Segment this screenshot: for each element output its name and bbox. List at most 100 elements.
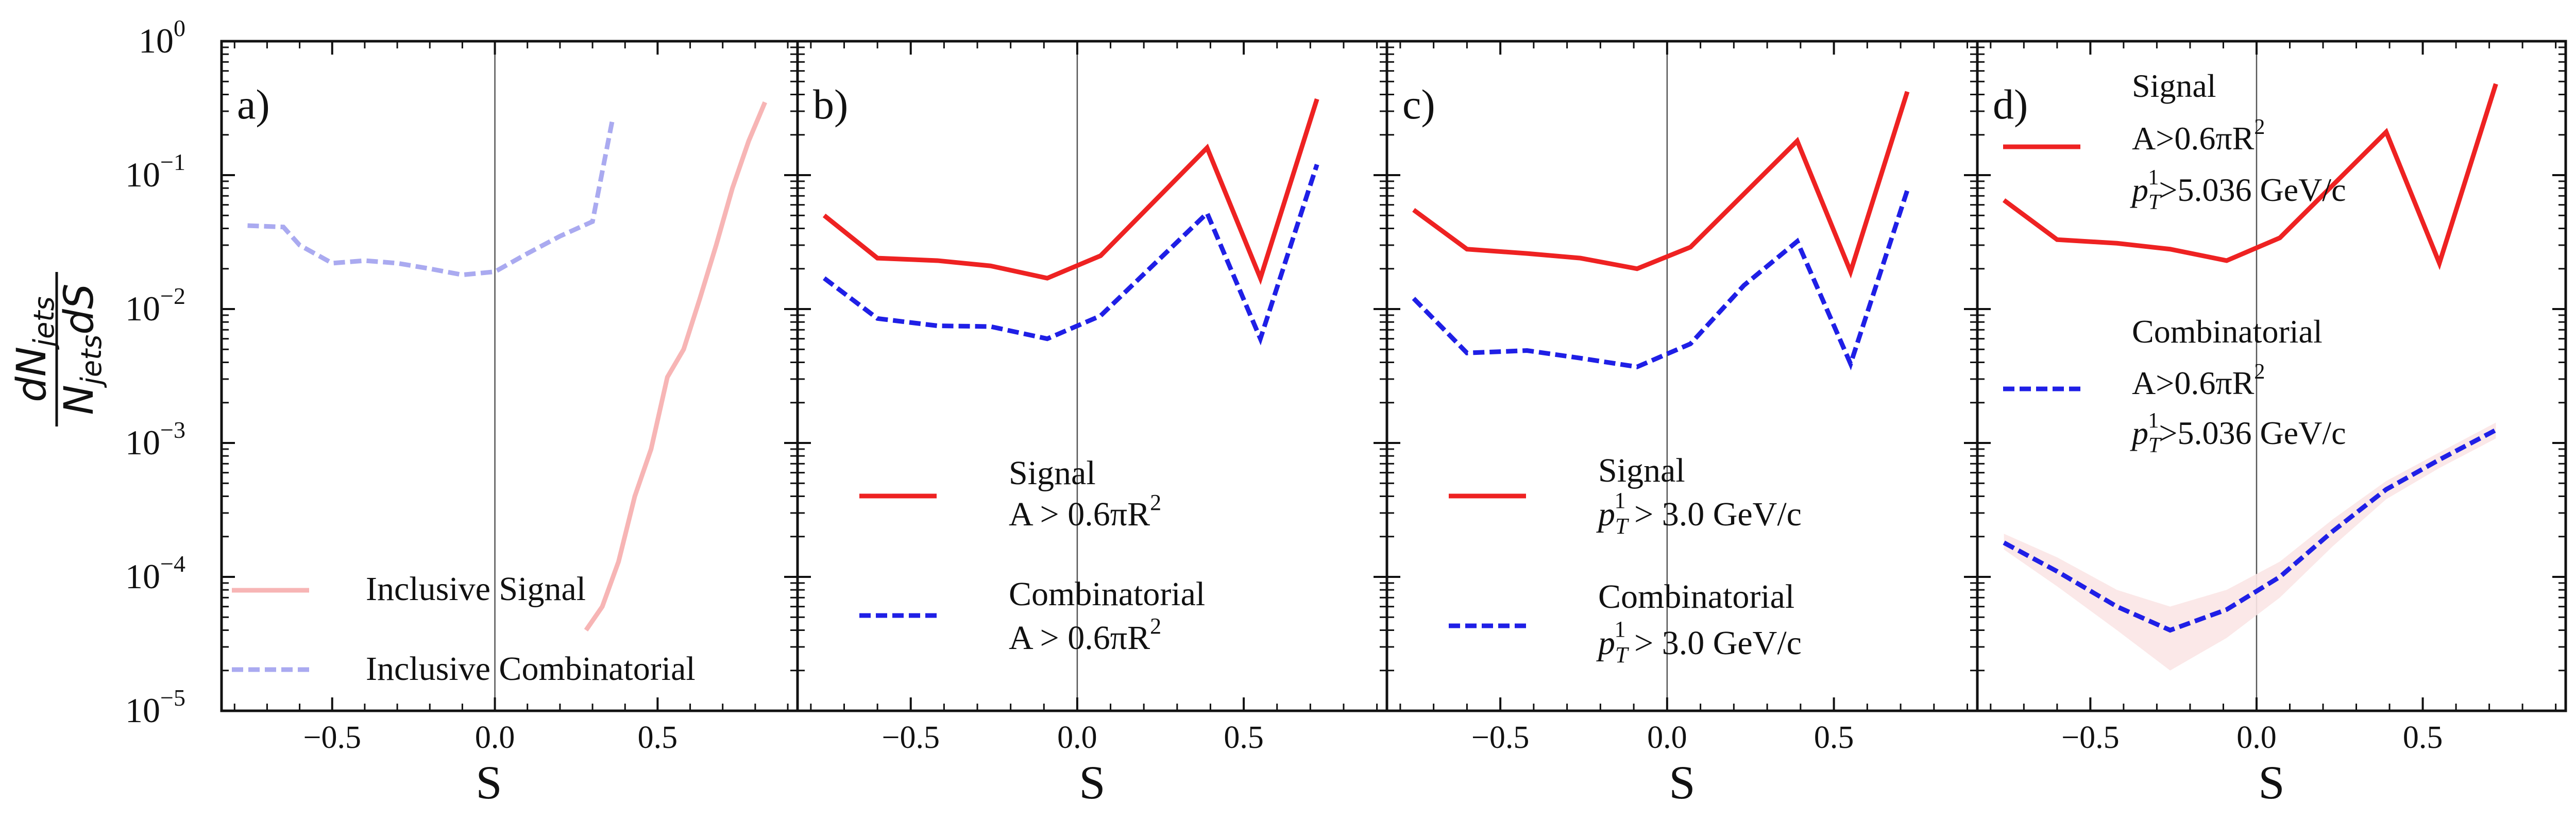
legend-sub-signal: A > 0.6πR2 bbox=[1009, 490, 1161, 533]
x-tick-label: 0.0 bbox=[1057, 720, 1097, 755]
x-axis-label: S bbox=[476, 756, 502, 809]
x-axis-label: S bbox=[2258, 756, 2284, 809]
series-line-combinatorial bbox=[1412, 190, 1910, 370]
legend-pt-sup: 1 bbox=[1614, 488, 1625, 513]
x-tick-label: 0.0 bbox=[2236, 720, 2277, 755]
legend-pt-cond: >5.036 GeV/c bbox=[2159, 172, 2346, 208]
legend-cond: A > 0.6πR bbox=[1009, 496, 1150, 533]
y-tick-exponent: −3 bbox=[160, 417, 185, 443]
legend-cond: A>0.6πR bbox=[2132, 120, 2255, 157]
legend-pt-sub: T bbox=[2148, 191, 2162, 214]
error-band-1 bbox=[2004, 422, 2496, 671]
panel-frame bbox=[1976, 40, 2567, 712]
ylabel-num-main: dN bbox=[9, 347, 55, 402]
y-tick-base: 10 bbox=[125, 155, 160, 194]
y-tick-base: 10 bbox=[125, 289, 160, 328]
legend-pt-sub: T bbox=[1615, 642, 1630, 668]
y-tick-exponent: −2 bbox=[160, 283, 185, 309]
ylabel-den-tail: dS bbox=[56, 284, 103, 335]
ylabel-numerator: dNjets bbox=[9, 296, 60, 402]
legend-pt-sup: 1 bbox=[2148, 166, 2159, 190]
series-line-signal bbox=[822, 98, 1319, 285]
ylabel-num-sub: jets bbox=[28, 296, 60, 350]
legend-pt-sub: T bbox=[1615, 514, 1630, 539]
legend-label-combinatorial: Combinatorial bbox=[1598, 578, 1794, 616]
legend-pt-combinatorial: pT1>5.036 GeV/c bbox=[2130, 409, 2346, 457]
y-tick-label: 10−4 bbox=[125, 551, 185, 596]
legend-pt: p bbox=[2130, 172, 2148, 208]
series-line-inclusive-combinatorial bbox=[247, 121, 615, 278]
legend-cond-combinatorial: A>0.6πR2 bbox=[2132, 360, 2265, 401]
y-tick-base: 10 bbox=[125, 557, 160, 596]
series-line-inclusive-signal bbox=[584, 101, 767, 632]
ylabel-den-main: N bbox=[56, 385, 103, 415]
panel-letter: c) bbox=[1402, 81, 1435, 128]
series-line-signal bbox=[2002, 83, 2498, 270]
x-tick-label: −0.5 bbox=[303, 720, 361, 755]
y-tick-label: 10−2 bbox=[125, 283, 185, 328]
legend-label-signal: Signal bbox=[2132, 67, 2216, 104]
panel-frame bbox=[220, 40, 799, 712]
x-axis-label: S bbox=[1079, 756, 1105, 809]
legend-sub-signal: pT1 > 3.0 GeV/c bbox=[1596, 488, 1802, 539]
x-tick-label: 0.5 bbox=[2403, 720, 2443, 755]
legend-pt: p bbox=[1596, 624, 1615, 662]
y-tick-exponent: −5 bbox=[160, 685, 185, 711]
x-tick-label: 0.5 bbox=[1814, 720, 1854, 755]
y-tick-base: 10 bbox=[125, 423, 160, 462]
panel-letter: b) bbox=[813, 81, 848, 128]
legend-pt-signal: pT1>5.036 GeV/c bbox=[2130, 166, 2346, 214]
y-tick-label: 10−1 bbox=[125, 149, 185, 194]
y-tick-base: 10 bbox=[125, 691, 160, 730]
legend-cond: A>0.6πR bbox=[2132, 365, 2255, 401]
x-tick-label: 0.5 bbox=[638, 720, 678, 755]
x-tick-label: 0.0 bbox=[1647, 720, 1687, 755]
legend-pt-sup: 1 bbox=[1614, 617, 1625, 642]
series-line-signal bbox=[1412, 91, 1910, 279]
legend-cond-sup: 2 bbox=[1150, 613, 1161, 639]
legend-cond-sup: 2 bbox=[1150, 490, 1161, 515]
x-tick-label: −0.5 bbox=[882, 720, 940, 755]
y-tick-label: 10−3 bbox=[125, 417, 185, 462]
x-axis-label: S bbox=[1669, 756, 1695, 809]
legend-pt-sup: 1 bbox=[2148, 409, 2159, 433]
ylabel-denominator: NjetsdS bbox=[56, 284, 108, 415]
legend-cond-sup: 2 bbox=[2254, 360, 2265, 384]
series-line-combinatorial bbox=[2003, 428, 2497, 633]
x-tick-label: −0.5 bbox=[2061, 720, 2119, 755]
panel-letter: a) bbox=[237, 81, 270, 128]
x-tick-label: 0.5 bbox=[1224, 720, 1264, 755]
legend-label-signal: Signal bbox=[1009, 454, 1096, 492]
y-tick-base: 10 bbox=[139, 21, 174, 60]
legend-label-combinatorial: Combinatorial bbox=[2132, 313, 2323, 350]
series-line-combinatorial bbox=[822, 164, 1319, 346]
legend-cond: > 3.0 GeV/c bbox=[1625, 624, 1801, 662]
legend-cond-sup: 2 bbox=[2254, 115, 2265, 139]
legend-cond-signal: A>0.6πR2 bbox=[2132, 115, 2265, 157]
legend-pt-cond: >5.036 GeV/c bbox=[2159, 415, 2346, 451]
y-tick-label: 100 bbox=[139, 15, 185, 60]
legend-label-signal: Inclusive Signal bbox=[366, 570, 586, 608]
x-tick-label: −0.5 bbox=[1471, 720, 1529, 755]
y-tick-label: 10−5 bbox=[125, 685, 185, 730]
legend-sub-combinatorial: pT1 > 3.0 GeV/c bbox=[1596, 617, 1802, 668]
legend-label-combinatorial: Inclusive Combinatorial bbox=[366, 650, 696, 688]
x-tick-label: 0.0 bbox=[475, 720, 515, 755]
ylabel-den-sub: jets bbox=[75, 335, 108, 389]
legend-cond: A > 0.6πR bbox=[1009, 619, 1150, 657]
y-tick-exponent: 0 bbox=[174, 15, 185, 41]
legend-sub-combinatorial: A > 0.6πR2 bbox=[1009, 613, 1161, 657]
legend-pt: p bbox=[2130, 415, 2148, 451]
legend-label-signal: Signal bbox=[1598, 452, 1685, 489]
y-tick-exponent: −1 bbox=[160, 149, 185, 175]
legend-label-combinatorial: Combinatorial bbox=[1009, 575, 1205, 613]
legend-pt: p bbox=[1596, 496, 1615, 533]
panel-letter: d) bbox=[1993, 81, 2028, 128]
